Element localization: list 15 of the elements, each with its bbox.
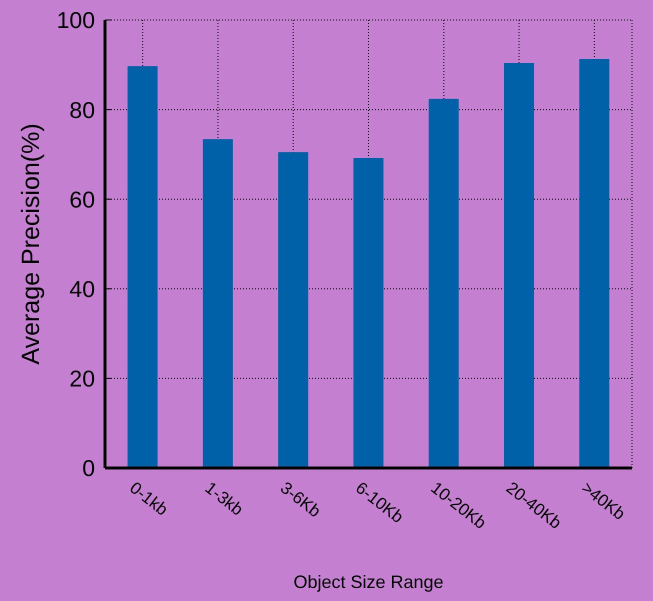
bar [428, 98, 459, 468]
y-tick-label: 100 [56, 7, 95, 34]
y-tick-label: 20 [69, 366, 95, 392]
y-tick-label: 60 [69, 186, 95, 212]
y-tick-label: 80 [69, 96, 95, 123]
bar [278, 152, 308, 468]
bar [504, 63, 534, 468]
bar [202, 139, 233, 468]
x-axis-title: Object Size Range [292, 572, 445, 593]
y-axis-title: Average Precision(%) [16, 123, 45, 365]
bar [353, 158, 384, 468]
y-tick-label: 40 [69, 276, 95, 302]
y-tick-label: 0 [82, 455, 95, 482]
bar [579, 58, 610, 468]
bar [128, 66, 158, 468]
